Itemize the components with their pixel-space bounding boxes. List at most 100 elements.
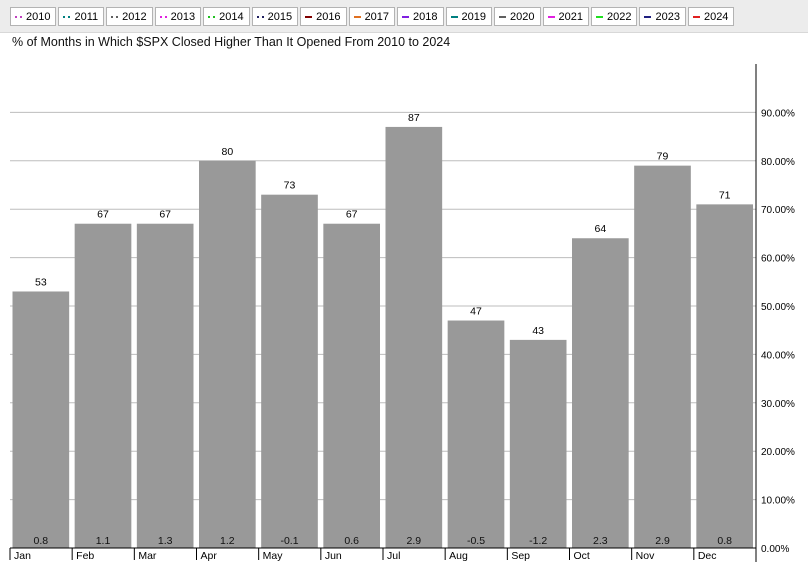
legend-label: 2010 (26, 10, 51, 23)
legend-item-2017[interactable]: 2017 (348, 7, 396, 26)
bar-value-label: 53 (35, 276, 47, 288)
legend-swatch (353, 15, 361, 18)
bar-bottom-label: 0.6 (344, 535, 359, 547)
bar-nov (634, 165, 691, 548)
legend-swatch (159, 15, 167, 18)
x-tick-label: Jul (387, 550, 400, 562)
legend-item-2014[interactable]: 2014 (203, 7, 250, 26)
bar-mar (136, 223, 194, 548)
y-tick-label: 70.00% (761, 205, 795, 216)
bar-value-label: 47 (470, 306, 482, 318)
y-tick-label: 20.00% (761, 447, 795, 458)
bar-value-label: 67 (159, 209, 171, 221)
bar-sep (509, 339, 567, 548)
legend-item-2022[interactable]: 2022 (590, 7, 638, 26)
bar-labels: 53 0.8 67 1.1 67 1.3 80 1.2 73 -0.1 67 0.6 87 2.9 47 -0… (34, 112, 733, 547)
legend: 2010 2011 2012 2013 2014 2015 2016 2017 2018 2019… (10, 7, 735, 26)
y-tick-label: 10.00% (761, 496, 795, 507)
legend-item-2021[interactable]: 2021 (542, 7, 589, 26)
bar-bottom-label: 1.3 (158, 535, 173, 547)
x-tick-label: Dec (698, 550, 717, 562)
legend-swatch (111, 15, 119, 18)
bar-bottom-label: 1.2 (220, 535, 235, 547)
legend-item-2013[interactable]: 2013 (154, 7, 202, 26)
bar-value-label: 67 (346, 209, 358, 221)
bar-dec (696, 204, 753, 549)
bar-value-label: 43 (532, 325, 544, 337)
axes: 0.00% 10.00% 20.00% 30.00% 40.00% 50.00% 60.00… (9, 64, 795, 562)
bar-value-label: 71 (719, 189, 731, 201)
x-tick-label: Mar (138, 550, 157, 562)
bar-value-label: 64 (594, 223, 606, 235)
x-tick-label: Sep (511, 550, 530, 562)
x-tick-label: Apr (201, 550, 218, 562)
legend-swatch (595, 15, 603, 18)
bar-jan (12, 291, 70, 548)
legend-item-2011[interactable]: 2011 (58, 7, 105, 26)
legend-item-2010[interactable]: 2010 (10, 7, 57, 26)
legend-label: 2012 (122, 10, 147, 23)
bar-jun (323, 223, 380, 548)
legend-swatch (547, 15, 555, 18)
legend-label: 2014 (219, 10, 244, 23)
bar-bottom-label: 0.8 (34, 535, 49, 547)
x-tick-label: Jun (325, 550, 342, 562)
bar-may (261, 194, 318, 548)
y-tick-label: 90.00% (761, 108, 795, 119)
x-tick-label: Aug (449, 550, 468, 562)
legend-swatch (305, 15, 313, 18)
bar-apr (199, 160, 256, 549)
legend-item-2023[interactable]: 2023 (639, 7, 686, 26)
legend-item-2024[interactable]: 2024 (687, 7, 735, 26)
y-tick-label: 50.00% (761, 302, 795, 313)
bar-value-label: 67 (97, 209, 109, 221)
x-tick-label: Nov (636, 550, 655, 562)
legend-item-2016[interactable]: 2016 (300, 7, 347, 26)
legend-label: 2017 (364, 10, 390, 23)
legend-label: 2023 (655, 10, 680, 23)
y-tick-label: 80.00% (761, 157, 795, 168)
y-tick-label: 30.00% (761, 399, 795, 410)
bar-oct (572, 238, 629, 549)
bar-value-label: 73 (284, 180, 296, 192)
legend-label: 2020 (510, 10, 535, 23)
legend-label: 2015 (267, 10, 293, 23)
legend-item-2018[interactable]: 2018 (397, 7, 444, 26)
legend-swatch (450, 15, 458, 18)
legend-swatch (692, 15, 700, 18)
bars (12, 126, 753, 549)
bar-value-label: 79 (657, 151, 669, 163)
legend-item-2012[interactable]: 2012 (106, 7, 153, 26)
legend-label: 2019 (461, 10, 487, 23)
legend-swatch (499, 15, 507, 18)
legend-item-2020[interactable]: 2020 (494, 7, 541, 26)
legend-label: 2013 (170, 10, 196, 23)
bar-aug (447, 320, 505, 548)
legend-bar: 2010 2011 2012 2013 2014 2015 2016 2017 2018 2019… (0, 0, 808, 33)
bar-jul (385, 126, 443, 549)
bar-bottom-label: 2.9 (407, 535, 422, 547)
legend-label: 2021 (558, 10, 583, 23)
bar-bottom-label: -0.5 (467, 535, 485, 547)
legend-label: 2024 (703, 10, 729, 23)
bar-bottom-label: -1.2 (529, 535, 547, 547)
legend-swatch (63, 15, 71, 18)
bar-value-label: 87 (408, 112, 420, 124)
legend-label: 2016 (316, 10, 341, 23)
legend-swatch (208, 15, 216, 18)
x-tick-label: Jan (14, 550, 31, 562)
legend-swatch (15, 15, 22, 18)
bar-bottom-label: 2.3 (593, 535, 608, 547)
bar-feb (74, 223, 132, 548)
bar-bottom-label: 0.8 (717, 535, 732, 547)
legend-item-2015[interactable]: 2015 (251, 7, 299, 26)
bar-value-label: 80 (221, 146, 233, 158)
legend-swatch (402, 15, 410, 18)
x-tick-label: Feb (76, 550, 94, 562)
bar-bottom-label: 2.9 (655, 535, 670, 547)
x-tick-label: May (263, 550, 284, 562)
chart-title: % of Months in Which $SPX Closed Higher … (12, 35, 451, 49)
y-tick-label: 60.00% (761, 254, 795, 265)
y-tick-label: 40.00% (761, 350, 795, 361)
legend-item-2019[interactable]: 2019 (445, 7, 493, 26)
